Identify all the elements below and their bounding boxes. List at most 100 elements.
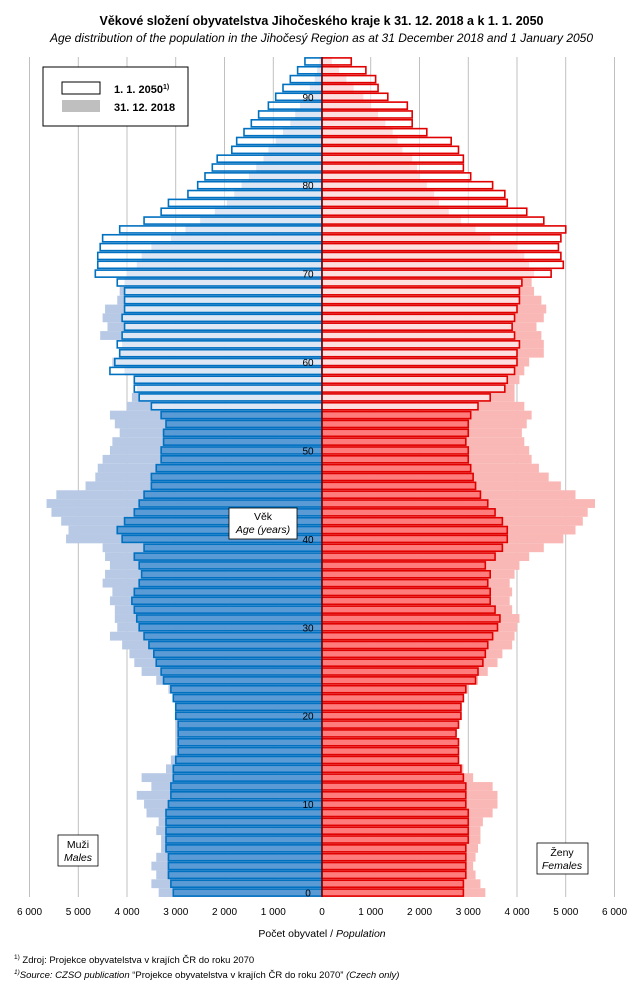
bar-female-2050	[321, 782, 467, 791]
population-pyramid: 0 10 20 30 40 50 60 70 80 90 6 000 5 000 4 000 3 000…	[17, 57, 627, 940]
bar-male-2050	[140, 569, 323, 579]
x-axis-title: Počet obyvatel / Population	[258, 928, 385, 940]
bar-male-2050	[167, 852, 323, 862]
bar-female-2050	[321, 711, 462, 721]
bar-female-2050	[321, 154, 465, 164]
bar-female-2050	[321, 684, 467, 694]
x-tick-label: 2 000	[407, 907, 432, 918]
age-tick-labels: 0 10 20 30 40 50 60 70 80 90	[302, 93, 314, 900]
bar-male-2050	[101, 233, 323, 243]
x-tick-label: 6 000	[602, 907, 627, 918]
bar-female-2050	[321, 729, 457, 738]
bar-female-2050	[321, 746, 460, 756]
bar-male-2050	[274, 92, 323, 102]
males-label-cz: Muži	[67, 839, 89, 851]
age-tick-label: 40	[302, 535, 314, 546]
bar-female-2050	[321, 384, 506, 393]
legend-swatch-2018	[62, 100, 100, 112]
bar-female-2050	[321, 552, 496, 561]
bar-female-2050	[321, 508, 496, 517]
bar-female-2050	[321, 605, 496, 614]
age-tick-label: 60	[302, 358, 314, 369]
bar-female-2050	[321, 631, 494, 641]
bar-female-2050	[321, 578, 489, 588]
bar-male-2050	[165, 419, 323, 429]
age-tick-label: 20	[302, 712, 314, 723]
footnotes: 1) Zdroj: Projekce obyvatelstva v krajíc…	[14, 952, 399, 982]
females-label-cz: Ženy	[550, 846, 574, 859]
bar-male-2050	[138, 499, 323, 508]
bar-female-2050	[321, 764, 462, 774]
x-tick-label: 1 000	[261, 907, 286, 918]
x-tick-label: 2 000	[212, 907, 237, 918]
bar-female-2050	[321, 640, 489, 650]
bar-male-2050	[165, 844, 323, 853]
bar-female-2050	[321, 844, 467, 853]
bar-male-2050	[235, 136, 323, 146]
bar-male-2050	[133, 587, 323, 597]
bar-female-2050	[321, 543, 504, 553]
bar-female-2050	[321, 331, 516, 340]
bar-female-2050	[321, 667, 479, 676]
bar-female-2050	[321, 446, 470, 455]
bar-female-2050	[321, 118, 413, 128]
bar-female-2050	[321, 569, 491, 579]
age-axis-label-box	[228, 507, 298, 540]
age-tick-label: 70	[302, 270, 314, 281]
bar-male-2050	[172, 773, 323, 782]
bar-female-2050	[321, 790, 467, 800]
chart-subtitle: Age distribution of the population in th…	[49, 31, 594, 45]
bar-female-2050	[321, 180, 494, 190]
bar-male-2050	[304, 57, 323, 66]
bar-female-2050	[321, 189, 506, 199]
bar-female-2050	[321, 251, 562, 261]
bar-male-2050	[155, 658, 323, 668]
bar-female-2050	[321, 490, 482, 500]
chart-title: Věkové složení obyvatelstva Jihočeského …	[99, 14, 544, 28]
bar-female-2050	[321, 216, 545, 225]
bar-male-2050	[123, 322, 323, 332]
bar-male-2050	[138, 561, 323, 570]
bar-female-2050	[321, 755, 460, 765]
bar-male-2050	[250, 118, 323, 128]
footnote-en: 1)Source: CZSO publication “Projekce oby…	[14, 969, 400, 982]
bar-female-2050	[321, 596, 491, 606]
bar-male-2050	[289, 74, 323, 84]
bar-female-2050	[321, 852, 467, 862]
bar-male-2050	[138, 578, 323, 588]
bar-female-2050	[321, 172, 472, 181]
bar-female-2050	[321, 870, 467, 880]
bar-male-2050	[165, 817, 323, 827]
bar-male-2050	[174, 755, 323, 765]
bar-male-2050	[96, 260, 323, 270]
bar-male-2050	[160, 446, 323, 455]
legend: 1. 1. 20501) 31. 12. 2018	[42, 66, 189, 127]
bar-female-2050	[321, 773, 465, 782]
bar-female-2050	[321, 454, 470, 464]
x-tick-label: 5 000	[553, 907, 578, 918]
bar-male-2050	[160, 667, 323, 676]
bar-female-2050	[321, 658, 484, 668]
bar-female-2050	[321, 693, 465, 703]
bar-female-2050	[321, 614, 501, 623]
bar-female-2050	[321, 207, 528, 217]
bar-female-2050	[321, 136, 452, 146]
age-tick-label: 90	[302, 93, 314, 104]
bar-male-2050	[138, 622, 323, 632]
bar-male-2050	[177, 720, 323, 729]
bar-male-2050	[94, 269, 323, 278]
bar-male-2050	[174, 711, 323, 721]
bar-female-2050	[321, 676, 477, 685]
bar-female-2050	[321, 419, 470, 429]
bar-female-2050	[321, 499, 489, 508]
bar-female-2050	[321, 101, 409, 110]
bar-male-2050	[162, 676, 323, 685]
x-tick-label: 1 000	[358, 907, 383, 918]
bar-male-2050	[165, 808, 323, 818]
bar-female-2050	[321, 260, 565, 270]
bar-male-2050	[165, 826, 323, 836]
bar-female-2050	[321, 622, 499, 632]
bar-female-2050	[321, 145, 460, 155]
bar-female-2050	[321, 835, 470, 844]
bar-female-2050	[321, 83, 379, 93]
